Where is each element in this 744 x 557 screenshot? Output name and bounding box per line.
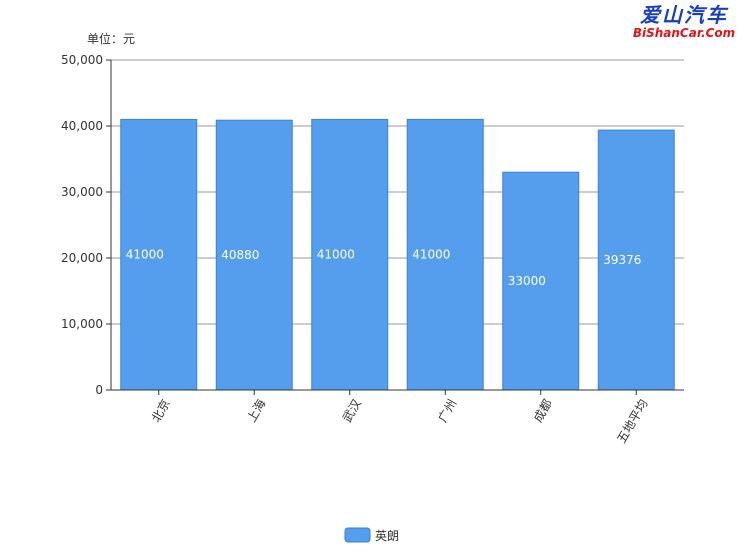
x-tick-label: 北京: [149, 397, 173, 425]
bar: [502, 171, 580, 391]
y-tick-label: 30,000: [61, 185, 103, 199]
bar-value-label: 39376: [603, 253, 641, 267]
y-tick-label: 50,000: [61, 53, 103, 67]
watermark-cn: 爱山汽车: [640, 3, 728, 27]
x-tick-label: 武汉: [340, 397, 364, 425]
bar: [406, 118, 484, 391]
x-tick-label: 五地平均: [614, 397, 650, 446]
watermark-logo: 爱山汽车 BiShanCar.Com: [628, 4, 740, 40]
bar: [311, 118, 389, 391]
legend-label: 英朗: [375, 529, 399, 543]
y-tick-label: 0: [95, 383, 103, 397]
bar: [597, 129, 675, 391]
bar-value-label: 40880: [221, 248, 259, 262]
unit-label: 单位：元: [87, 31, 135, 46]
y-tick-label: 10,000: [61, 317, 103, 331]
bar-value-label: 41000: [317, 248, 355, 262]
watermark-en: BiShanCar.Com: [632, 26, 736, 40]
x-tick-label: 成都: [531, 397, 555, 425]
y-tick-label: 40,000: [61, 119, 103, 133]
x-tick-label: 广州: [435, 397, 459, 425]
bar-value-label: 41000: [412, 248, 450, 262]
legend-swatch: [344, 527, 371, 543]
y-tick-label: 20,000: [61, 251, 103, 265]
bar: [120, 118, 198, 391]
x-tick-label: 上海: [243, 396, 268, 424]
legend: 英朗: [344, 527, 399, 543]
bar-value-label: 33000: [508, 274, 546, 288]
bars-group: 41000 40880 41000 41000 33000 39376: [120, 118, 675, 391]
bar-value-label: 41000: [126, 248, 164, 262]
gridlines: [111, 59, 684, 325]
